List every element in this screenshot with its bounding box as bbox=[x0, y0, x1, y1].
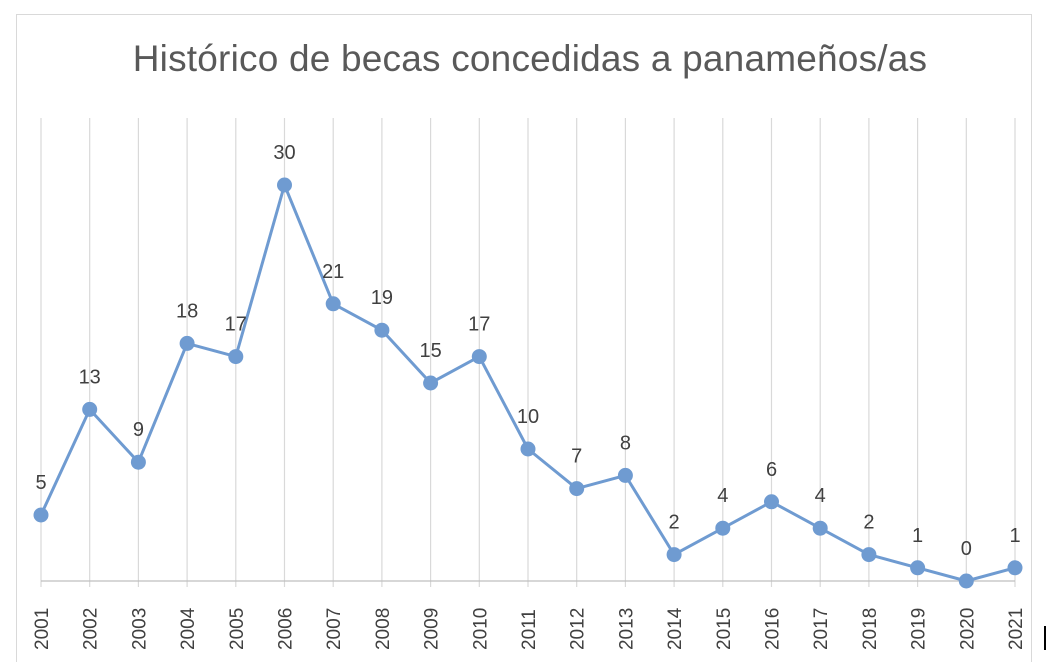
data-point-2009 bbox=[423, 375, 439, 391]
data-point-2003 bbox=[130, 454, 146, 470]
data-point-2020 bbox=[958, 573, 974, 589]
data-point-2008 bbox=[374, 322, 390, 338]
data-label-2008: 19 bbox=[371, 287, 393, 309]
x-tick-label-2001: 2001 bbox=[32, 608, 53, 650]
data-label-2009: 15 bbox=[419, 340, 441, 362]
data-point-2011 bbox=[520, 441, 536, 457]
data-point-2013 bbox=[617, 467, 633, 483]
chart-frame bbox=[16, 14, 1032, 662]
x-tick-label-2017: 2017 bbox=[811, 608, 832, 650]
data-point-2012 bbox=[569, 481, 585, 497]
data-label-2005: 17 bbox=[225, 314, 247, 336]
x-tick-label-2019: 2019 bbox=[909, 608, 930, 650]
data-point-2001 bbox=[33, 507, 49, 523]
data-point-2002 bbox=[82, 401, 98, 417]
data-label-2018: 2 bbox=[863, 512, 874, 534]
x-tick-label-2016: 2016 bbox=[763, 608, 784, 650]
x-tick-label-2021: 2021 bbox=[1006, 608, 1027, 650]
data-label-2006: 30 bbox=[273, 142, 295, 164]
data-label-2015: 4 bbox=[717, 485, 728, 507]
data-label-2021: 1 bbox=[1009, 525, 1020, 547]
x-tick-label-2013: 2013 bbox=[616, 608, 637, 650]
data-point-2005 bbox=[228, 349, 244, 365]
data-label-2002: 13 bbox=[79, 366, 101, 388]
data-point-2018 bbox=[861, 547, 877, 563]
x-tick-label-2010: 2010 bbox=[470, 608, 491, 650]
data-label-2012: 7 bbox=[571, 446, 582, 468]
data-point-2010 bbox=[471, 349, 487, 365]
x-tick-label-2018: 2018 bbox=[860, 608, 881, 650]
x-tick-label-2006: 2006 bbox=[276, 608, 297, 650]
data-label-2003: 9 bbox=[133, 419, 144, 441]
data-label-2019: 1 bbox=[912, 525, 923, 547]
data-label-2020: 0 bbox=[961, 538, 972, 560]
x-tick-label-2020: 2020 bbox=[957, 608, 978, 650]
x-tick-label-2004: 2004 bbox=[178, 607, 199, 650]
data-point-2015 bbox=[715, 520, 731, 536]
data-point-2006 bbox=[277, 177, 292, 193]
data-point-2014 bbox=[666, 547, 682, 563]
data-point-2007 bbox=[325, 296, 341, 312]
x-tick-label-2009: 2009 bbox=[422, 608, 443, 650]
data-label-2017: 4 bbox=[815, 485, 826, 507]
x-tick-label-2012: 2012 bbox=[568, 608, 589, 650]
data-label-2004: 18 bbox=[176, 300, 198, 322]
data-point-2016 bbox=[764, 494, 779, 510]
data-label-2011: 10 bbox=[517, 406, 539, 428]
x-tick-label-2008: 2008 bbox=[373, 608, 394, 650]
data-label-2013: 8 bbox=[620, 432, 631, 454]
data-label-2001: 5 bbox=[35, 472, 46, 494]
chart-title: Histórico de becas concedidas a panameño… bbox=[132, 38, 928, 79]
data-point-2019 bbox=[910, 560, 926, 576]
data-point-2017 bbox=[812, 520, 828, 536]
data-label-2010: 17 bbox=[468, 314, 490, 336]
x-tick-label-2011: 2011 bbox=[519, 609, 540, 650]
data-point-2021 bbox=[1007, 560, 1023, 576]
x-tick-label-2007: 2007 bbox=[324, 608, 345, 650]
x-tick-label-2003: 2003 bbox=[129, 608, 150, 650]
text-cursor bbox=[1044, 626, 1046, 650]
data-point-2004 bbox=[179, 335, 195, 351]
x-tick-label-2014: 2014 bbox=[665, 607, 686, 650]
data-label-2014: 2 bbox=[669, 512, 680, 534]
x-tick-label-2002: 2002 bbox=[81, 608, 102, 650]
x-tick-label-2015: 2015 bbox=[714, 608, 735, 650]
x-tick-label-2005: 2005 bbox=[227, 608, 248, 650]
data-label-2007: 21 bbox=[322, 261, 344, 283]
data-label-2016: 6 bbox=[766, 459, 777, 481]
